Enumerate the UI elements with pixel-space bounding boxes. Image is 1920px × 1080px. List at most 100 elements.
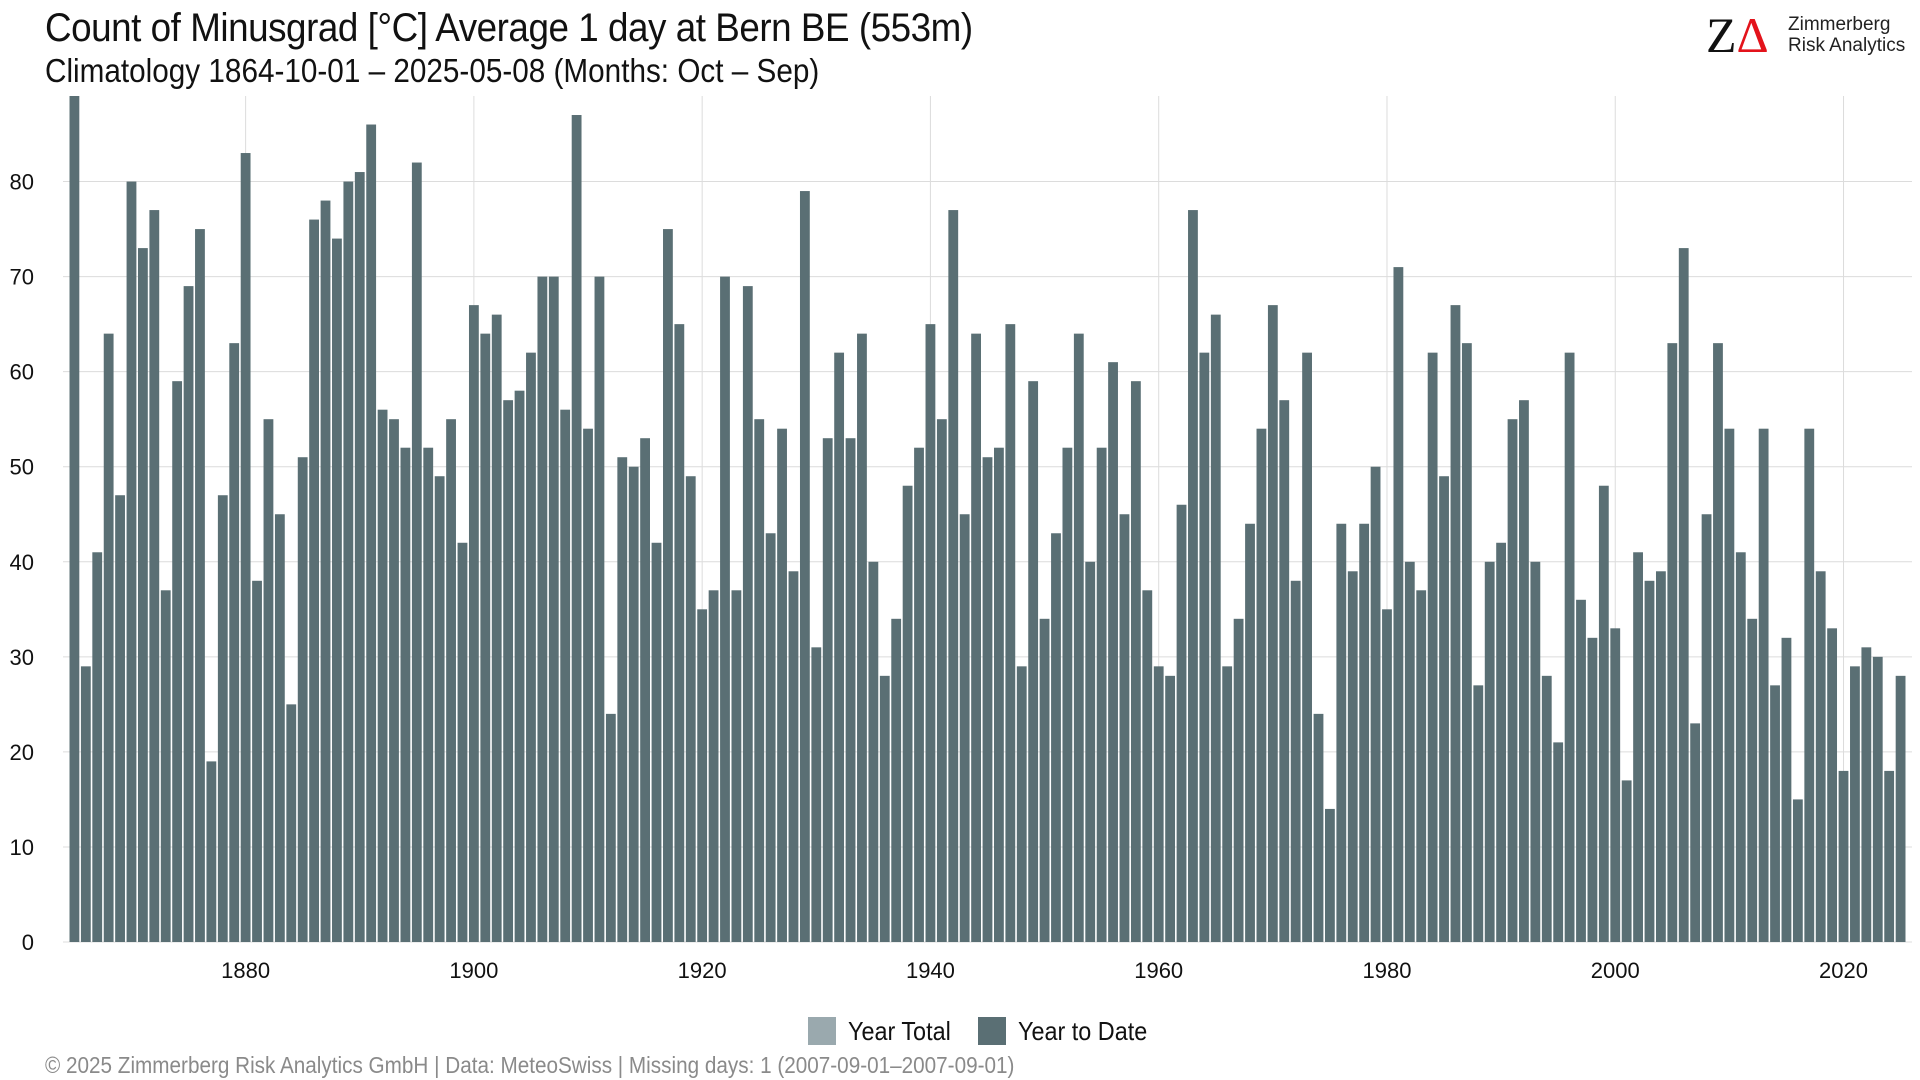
bar-2001[interactable] [1621, 780, 1632, 942]
bar-1982[interactable] [1404, 561, 1415, 942]
bar-1882[interactable] [263, 419, 274, 942]
bar-1915[interactable] [640, 438, 651, 942]
bar-1921[interactable] [708, 590, 719, 942]
bar-1948[interactable] [1016, 666, 1027, 942]
bar-1877[interactable] [206, 761, 217, 942]
legend-item-year-total[interactable]: Year Total [808, 1016, 962, 1047]
bar-1883[interactable] [274, 514, 285, 942]
bar-1975[interactable] [1324, 808, 1335, 942]
bar-1930[interactable] [811, 647, 822, 942]
bar-1916[interactable] [651, 542, 662, 942]
bar-1901[interactable] [480, 333, 491, 942]
bar-1976[interactable] [1336, 523, 1347, 942]
bar-1973[interactable] [1302, 352, 1312, 942]
bar-1974[interactable] [1313, 713, 1324, 942]
bar-1866[interactable] [80, 666, 91, 942]
bar-1879[interactable] [229, 343, 240, 942]
bar-1985[interactable] [1439, 476, 1449, 942]
bar-1998[interactable] [1587, 637, 1598, 942]
bar-1874[interactable] [172, 381, 183, 942]
bar-1986[interactable] [1450, 305, 1461, 942]
bar-1902[interactable] [491, 314, 502, 942]
bar-1903[interactable] [503, 400, 514, 942]
bar-1944[interactable] [971, 333, 981, 942]
bar-1928[interactable] [788, 571, 799, 942]
bar-1895[interactable] [411, 162, 422, 943]
bar-1872[interactable] [149, 210, 160, 943]
bar-1963[interactable] [1188, 210, 1198, 943]
bar-1942[interactable] [948, 210, 959, 943]
bar-1991[interactable] [1507, 419, 1518, 942]
bar-1967[interactable] [1233, 618, 1244, 942]
bar-2020[interactable] [1838, 770, 1849, 942]
bar-1959[interactable] [1142, 590, 1153, 942]
bar-1936[interactable] [879, 675, 890, 942]
bar-2022[interactable] [1861, 647, 1872, 942]
bar-1917[interactable] [663, 229, 673, 942]
bar-1931[interactable] [822, 438, 833, 942]
bar-2007[interactable] [1690, 723, 1701, 942]
bar-1873[interactable] [160, 590, 171, 942]
bar-1927[interactable] [777, 428, 787, 942]
bar-1978[interactable] [1359, 523, 1370, 942]
bar-1870[interactable] [126, 181, 137, 943]
bar-1984[interactable] [1427, 352, 1438, 942]
bar-2016[interactable] [1792, 799, 1803, 942]
bar-1904[interactable] [514, 390, 525, 942]
bar-1953[interactable] [1073, 333, 1084, 942]
bar-1923[interactable] [731, 590, 742, 942]
bar-1909[interactable] [571, 115, 582, 943]
bar-1987[interactable] [1461, 343, 1472, 942]
bar-1892[interactable] [377, 409, 388, 942]
bar-1899[interactable] [457, 542, 468, 942]
bar-1939[interactable] [914, 447, 924, 942]
bar-1893[interactable] [389, 419, 399, 942]
bar-1980[interactable] [1382, 609, 1392, 942]
bar-2025[interactable] [1895, 675, 1906, 942]
bar-1935[interactable] [868, 561, 879, 942]
bar-1868[interactable] [103, 333, 114, 942]
bar-1989[interactable] [1484, 561, 1495, 942]
bar-1972[interactable] [1290, 580, 1301, 942]
bar-2019[interactable] [1827, 628, 1838, 942]
bar-1955[interactable] [1096, 447, 1107, 942]
bar-1946[interactable] [994, 447, 1004, 942]
bar-1881[interactable] [252, 580, 262, 942]
bar-1958[interactable] [1130, 381, 1141, 942]
bar-1977[interactable] [1347, 571, 1358, 942]
bar-1871[interactable] [137, 248, 148, 942]
bar-1981[interactable] [1393, 267, 1404, 942]
bar-1898[interactable] [446, 419, 456, 942]
bar-1884[interactable] [286, 704, 297, 942]
bar-1990[interactable] [1496, 542, 1507, 942]
bar-1968[interactable] [1245, 523, 1255, 942]
bar-1943[interactable] [959, 514, 970, 942]
bar-1908[interactable] [560, 409, 571, 942]
bar-1954[interactable] [1085, 561, 1096, 942]
bar-1971[interactable] [1279, 400, 1290, 942]
bar-1995[interactable] [1553, 742, 1564, 942]
bar-1865[interactable] [69, 96, 80, 942]
bar-1867[interactable] [92, 552, 103, 942]
bar-2006[interactable] [1678, 248, 1689, 942]
bar-2012[interactable] [1747, 618, 1758, 942]
bar-1914[interactable] [628, 466, 639, 942]
bar-1951[interactable] [1051, 533, 1061, 942]
bar-1894[interactable] [400, 447, 411, 942]
bar-2005[interactable] [1667, 343, 1678, 942]
bar-1957[interactable] [1119, 514, 1130, 942]
bar-1996[interactable] [1564, 352, 1575, 942]
bar-1947[interactable] [1005, 324, 1016, 942]
bar-2004[interactable] [1655, 571, 1666, 942]
bar-1907[interactable] [548, 276, 559, 942]
bar-1997[interactable] [1576, 599, 1586, 942]
bar-1941[interactable] [936, 419, 947, 942]
bar-1933[interactable] [845, 438, 856, 942]
bar-1925[interactable] [754, 419, 765, 942]
bar-1890[interactable] [354, 172, 365, 943]
bar-1929[interactable] [799, 191, 810, 943]
bar-1932[interactable] [834, 352, 845, 942]
bar-1966[interactable] [1222, 666, 1233, 942]
legend-item-year-to-date[interactable]: Year to Date [978, 1016, 1162, 1047]
bar-1891[interactable] [366, 124, 377, 943]
